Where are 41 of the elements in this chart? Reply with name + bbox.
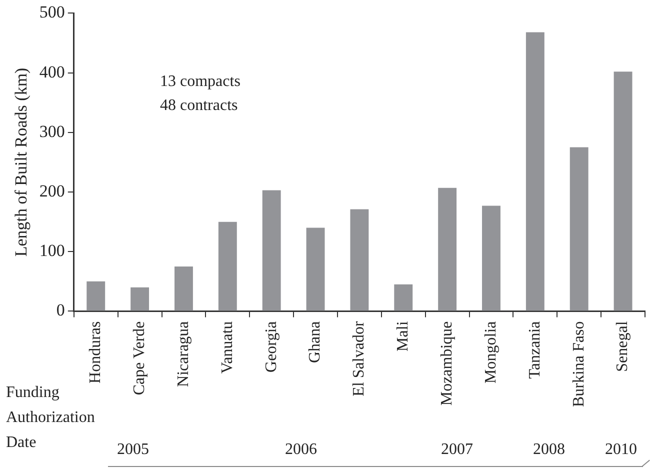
x-tick-label: El Salvador [350,320,368,396]
text: Funding Authorization Date [6,384,95,451]
text: 2005 [117,440,149,459]
bar [174,266,193,311]
bar [394,284,413,311]
text: 2008 [533,440,565,459]
bar [614,72,632,311]
x-tick-label: Mongolia [482,321,500,384]
x-tick-label: Cape Verde [131,321,148,396]
y-tick-label: 300 [39,122,65,141]
text: 2007 [441,440,473,459]
bar [350,209,369,311]
bar [482,206,500,311]
y-tick-label: 500 [39,2,65,22]
bar [86,281,106,311]
y-tick-label: 0 [56,300,65,320]
x-tick-label: Burkina Faso [570,321,588,408]
y-tick-label: 400 [39,62,65,82]
x-tick-label: Mali [394,320,412,352]
bar [570,147,588,311]
text: 2010 [605,440,637,459]
bar [130,287,150,311]
x-tick-label: Ghana [306,321,324,363]
bar [306,228,325,311]
x-tick-label: Mozambique [438,321,456,406]
x-tick-label: Vanuatu [218,321,236,374]
bar [262,190,281,311]
x-tick-label: Honduras [87,321,104,384]
x-tick-label: Senegal [614,320,632,372]
x-tick-label: Tanzania [526,321,544,379]
annotation: 48 contracts [160,96,238,115]
annotation: 13 compacts [160,72,240,91]
bar [438,188,457,311]
y-axis-title: Length of Built Roads (km) [12,68,31,257]
text: 2006 [285,440,317,459]
bar [526,32,544,311]
y-tick-label: 100 [39,241,65,260]
x-tick-label: Georgia [262,321,280,372]
bar [218,222,237,311]
x-tick-label: Nicaragua [174,321,192,387]
y-tick-label: 200 [39,181,65,200]
